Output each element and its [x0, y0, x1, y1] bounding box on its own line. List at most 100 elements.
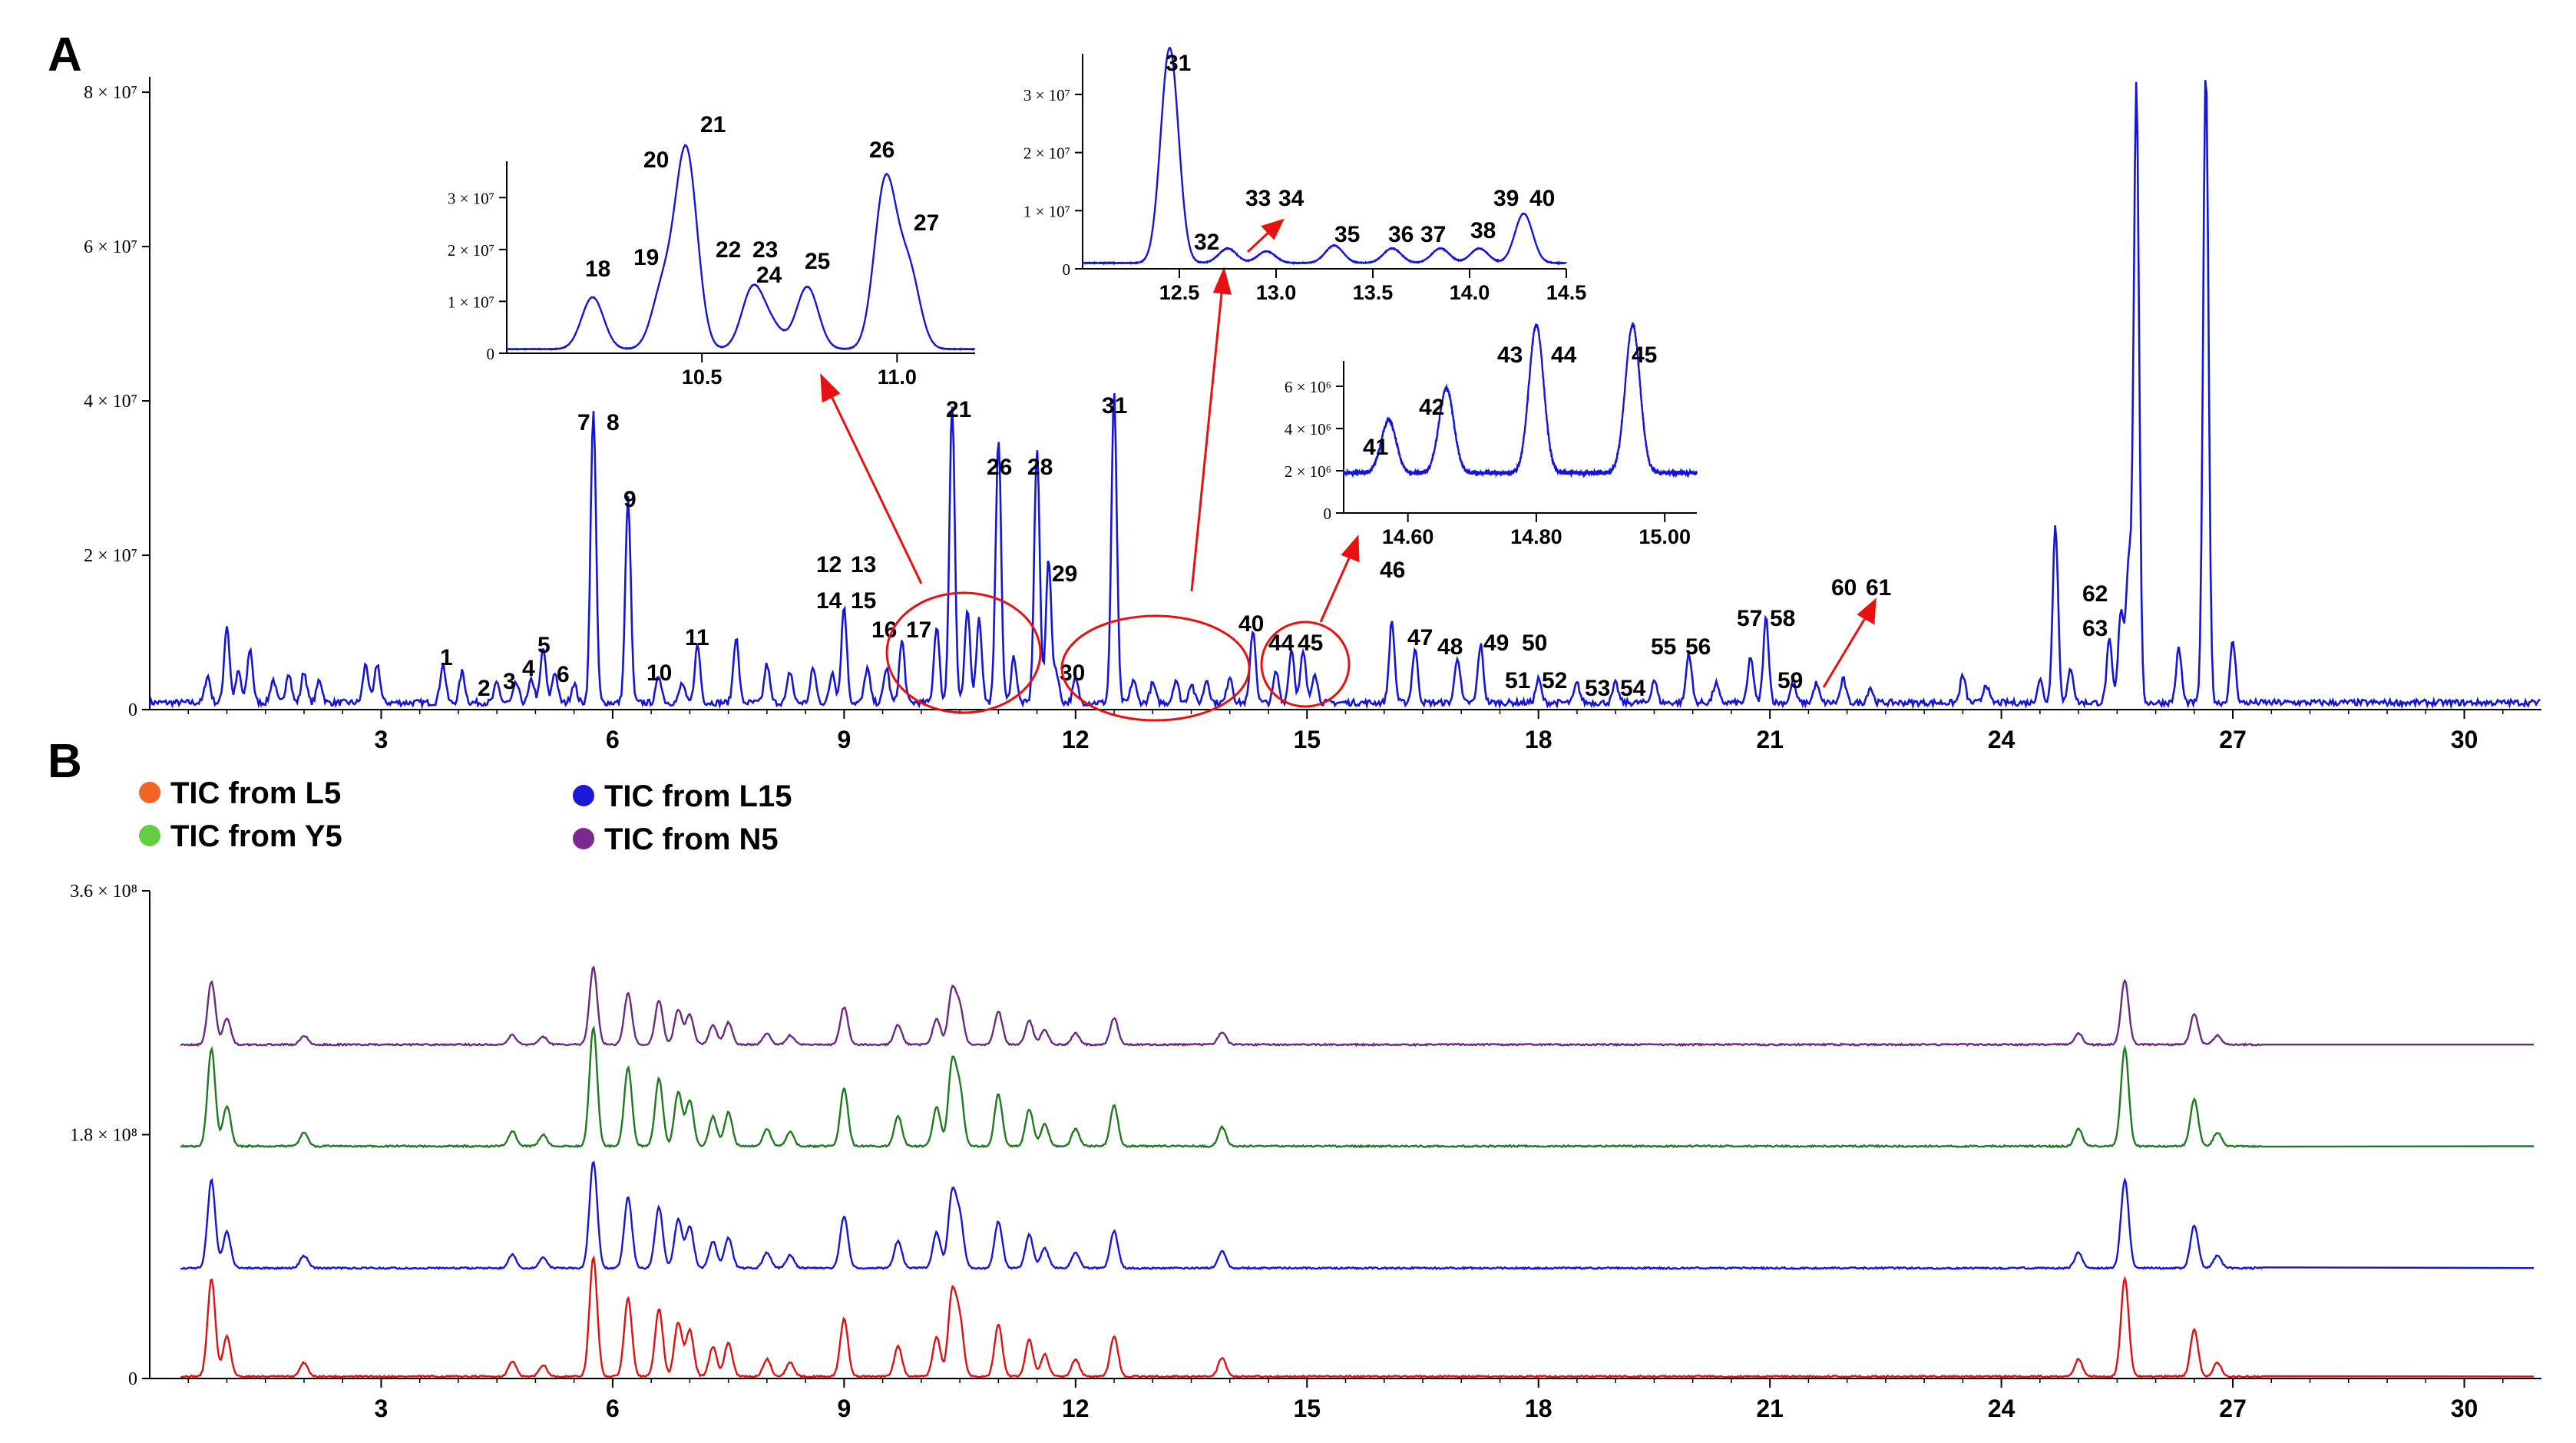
overlay-trace-l15: [180, 1160, 2535, 1271]
main-x-tick-label: 30: [2451, 726, 2478, 753]
inset1-y-tick-label: 1 × 10⁷: [448, 293, 494, 311]
arrow-line-4: [1822, 614, 1869, 688]
inset-2-peak-32: 32: [1194, 230, 1219, 255]
main-y-tick-label: 0: [128, 700, 137, 720]
inset-3-peak-44: 44: [1551, 343, 1577, 368]
main-x-tick-label: 18: [1525, 726, 1553, 753]
main-x-tick-label: 15: [1293, 726, 1321, 753]
inset-2-trace: [1081, 46, 1567, 266]
inset1-y-tick-label: 2 × 10⁷: [448, 241, 494, 260]
peak-label-12: 12: [816, 552, 842, 578]
peak-label-60: 60: [1831, 575, 1857, 601]
arrow-line-3: [1319, 552, 1353, 623]
inset-1-trace: [506, 144, 976, 352]
peak-label-58: 58: [1770, 606, 1795, 631]
overlay-y-tick-label: 0: [128, 1369, 137, 1389]
peak-label-54: 54: [1620, 676, 1646, 701]
main-x-tick-label: 21: [1756, 726, 1784, 753]
peak-label-61: 61: [1866, 575, 1891, 601]
peak-label-62: 62: [2082, 581, 2108, 607]
legend-label-n5: TIC from N5: [604, 822, 779, 856]
main-x-tick-label: 24: [1988, 726, 2015, 753]
peak-label-11: 11: [685, 625, 709, 650]
main-y-tick-label: 6 × 10⁷: [84, 237, 137, 257]
panel-a-label: A: [48, 28, 82, 81]
arrow-head-5: [1261, 218, 1285, 240]
peak-label-14: 14: [816, 588, 842, 614]
inset-1-peak-18: 18: [585, 256, 610, 282]
overlay-y-tick-label: 3.6 × 10⁸: [70, 882, 137, 902]
inset1-x-tick-label: 11.0: [878, 366, 917, 389]
peak-label-51: 51: [1505, 668, 1530, 693]
inset-1-peak-21: 21: [700, 112, 726, 137]
overlay-x-tick-label: 12: [1062, 1395, 1090, 1422]
inset-1-peak-23: 23: [752, 237, 778, 263]
peak-label-5: 5: [537, 633, 551, 658]
main-x-tick-label: 12: [1062, 726, 1090, 753]
legend-label-y5: TIC from Y5: [170, 819, 342, 853]
inset-2-peak-31: 31: [1166, 51, 1191, 76]
inset1-y-tick-label: 0: [487, 345, 495, 363]
peak-label-26: 26: [987, 455, 1012, 480]
inset3-x-tick-label: 14.80: [1510, 525, 1562, 548]
inset-2-peak-35: 35: [1334, 222, 1360, 247]
arrow-head-1: [820, 373, 841, 403]
overlay-y-tick-label: 1.8 × 10⁸: [70, 1126, 137, 1146]
peak-label-31: 31: [1102, 393, 1127, 419]
overlay-trace-y5: [180, 1024, 2535, 1149]
arrow-head-3: [1341, 535, 1360, 563]
inset-1-peak-20: 20: [643, 147, 669, 173]
inset-2-peak-34: 34: [1278, 186, 1305, 211]
peak-label-50: 50: [1522, 630, 1547, 656]
zoom-ellipse-2: [1060, 614, 1251, 722]
overlay-x-tick-label: 18: [1525, 1395, 1553, 1422]
inset2-y-tick-label: 2 × 10⁷: [1023, 144, 1070, 163]
inset-3-peak-43: 43: [1497, 343, 1523, 368]
overlay-x-tick-label: 3: [375, 1395, 389, 1422]
arrow-line-1: [828, 391, 923, 584]
inset2-y-tick-label: 3 × 10⁷: [1023, 86, 1070, 104]
overlay-x-tick-label: 9: [837, 1395, 851, 1422]
main-x-tick-label: 6: [606, 726, 620, 753]
peak-label-2: 2: [478, 676, 491, 701]
inset-1-peak-24: 24: [756, 263, 782, 288]
arrows: [820, 218, 1877, 688]
legend-marker-l5: [139, 782, 160, 803]
inset3-y-tick-label: 0: [1324, 505, 1332, 523]
legend-marker-l15: [573, 785, 594, 806]
overlay-x-tick-label: 15: [1293, 1395, 1321, 1422]
inset1-x-tick-label: 10.5: [682, 366, 723, 389]
inset3-y-tick-label: 4 × 10⁶: [1285, 420, 1331, 439]
peak-label-28: 28: [1027, 455, 1053, 480]
peak-label-4: 4: [522, 656, 535, 681]
inset-2: 12.5 13.0 13.5 14.0 14.5 0 1 × 10⁷ 2 × 10⁷ 3 × 1…: [1023, 46, 1587, 304]
peak-label-45: 45: [1298, 630, 1323, 656]
overlay-x-tick-label: 27: [2219, 1395, 2247, 1422]
overlay-chromatogram: TIC from L5 TIC from Y5 TIC from L15 TIC…: [70, 776, 2541, 1422]
overlay-trace-l5: [180, 1255, 2535, 1379]
inset-1-peak-25: 25: [805, 249, 830, 274]
peak-label-49: 49: [1483, 630, 1509, 656]
inset-2-peak-36: 36: [1388, 222, 1414, 247]
inset-1-peak-19: 19: [633, 245, 659, 270]
inset3-y-tick-label: 6 × 10⁶: [1285, 378, 1331, 396]
overlay-x-tick-label: 24: [1988, 1395, 2015, 1422]
peak-label-8: 8: [607, 410, 620, 435]
arrow-head-2: [1212, 266, 1232, 295]
zoom-ellipse-1: [885, 591, 1042, 714]
peak-label-3: 3: [503, 669, 516, 694]
inset2-x-tick-label: 13.5: [1353, 281, 1394, 304]
inset2-x-tick-label: 13.0: [1256, 281, 1297, 304]
peak-label-56: 56: [1685, 634, 1711, 660]
peak-label-13: 13: [851, 552, 876, 578]
inset-3: 14.60 14.80 15.00 0 2 × 10⁶ 4 × 10⁶ 6 × 10⁶ 41…: [1285, 322, 1698, 548]
inset-3-peak-42: 42: [1419, 395, 1444, 420]
arrow-line-5: [1246, 229, 1272, 253]
inset3-x-tick-label: 15.00: [1639, 525, 1691, 548]
overlay-trace-n5: [180, 965, 2534, 1047]
peak-label-47: 47: [1407, 625, 1433, 650]
inset2-x-tick-label: 14.5: [1546, 281, 1587, 304]
inset-2-peak-40: 40: [1529, 186, 1555, 211]
